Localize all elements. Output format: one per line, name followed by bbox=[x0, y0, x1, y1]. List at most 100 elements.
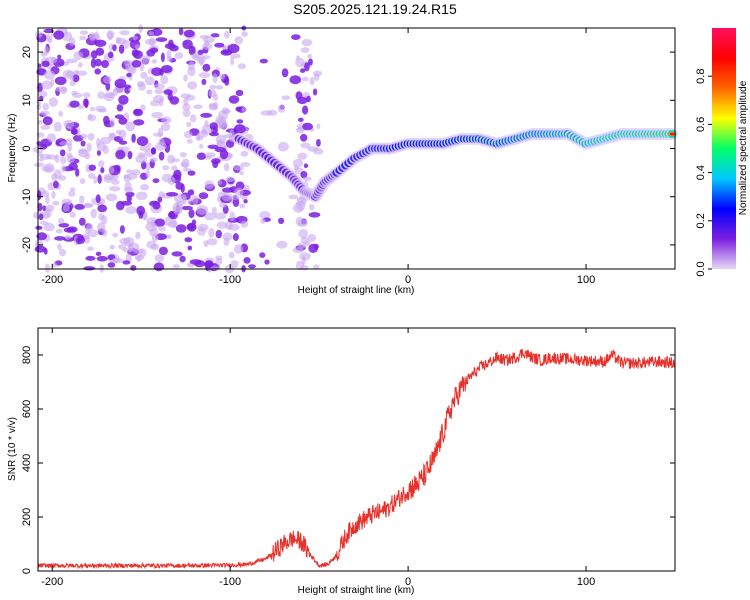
spectrogram-noise-blob bbox=[204, 261, 213, 268]
spectrogram-noise-blob bbox=[131, 49, 140, 57]
spectrogram-noise-blob bbox=[190, 114, 197, 123]
spectrogram-noise-blob bbox=[131, 60, 142, 68]
spectrogram-noise-blob bbox=[51, 173, 58, 181]
spectrogram-noise-blob bbox=[179, 255, 186, 263]
spectrogram-noise-blob bbox=[309, 204, 315, 211]
spectrogram-noise-blob bbox=[58, 248, 67, 257]
spectrogram-noise-blob bbox=[235, 106, 242, 112]
spectrogram-noise-blob bbox=[102, 75, 112, 84]
spectrogram-noise-blob bbox=[191, 195, 199, 205]
spectrogram-noise-blob bbox=[122, 247, 134, 253]
spectrogram-noise-blob bbox=[229, 129, 235, 139]
spectrogram-noise-blob bbox=[157, 196, 163, 203]
spectrogram-noise-blob bbox=[132, 35, 138, 41]
spectrogram-noise-blob bbox=[219, 149, 229, 160]
spectrogram-noise-blob bbox=[296, 201, 306, 211]
spectrogram-noise-blob bbox=[133, 119, 145, 126]
spectrogram-noise-blob bbox=[144, 76, 155, 86]
spectrogram-noise-blob bbox=[97, 174, 102, 184]
spectrogram-noise-blob bbox=[167, 176, 176, 186]
snr-y-ticks: 0 200 400 600 800 bbox=[21, 346, 675, 574]
spectrogram-noise-blob bbox=[300, 133, 308, 142]
spectrogram-noise-blob bbox=[125, 191, 135, 198]
spectrogram-noise-blob bbox=[215, 115, 227, 125]
spectrogram-ridge-core bbox=[669, 132, 675, 136]
spectrogram-noise-blob bbox=[37, 202, 43, 212]
spectrogram-noise-blob bbox=[135, 191, 148, 201]
spectrogram-noise-blob bbox=[187, 81, 198, 90]
spectrogram-noise-blob bbox=[134, 44, 141, 50]
spectrogram-noise-blob bbox=[115, 36, 122, 45]
spectrogram-noise-blob bbox=[166, 49, 172, 59]
spectrogram-noise-blob bbox=[216, 139, 224, 147]
spectrogram-noise-blob bbox=[38, 90, 48, 97]
spectrogram-noise-blob bbox=[240, 162, 251, 167]
spectrogram-noise-blob bbox=[277, 104, 286, 113]
spectrogram-noise-blob bbox=[126, 172, 138, 180]
spectrogram-noise-blob bbox=[101, 60, 109, 68]
spectrogram-noise-blob bbox=[110, 91, 115, 96]
spectrogram-noise-blob bbox=[209, 122, 218, 130]
spectrogram-noise-blob bbox=[298, 219, 308, 228]
spectrogram-noise-blob bbox=[136, 205, 146, 216]
spectrogram-noise-blob bbox=[87, 229, 99, 238]
spectrogram-y-tick-label: -20 bbox=[21, 237, 33, 253]
spectrogram-noise-blob bbox=[112, 44, 117, 52]
spectrogram-noise-blob bbox=[138, 82, 146, 91]
spectrogram-noise-blob bbox=[196, 133, 201, 142]
spectrogram-noise-blob bbox=[89, 33, 101, 40]
spectrogram-noise-blob bbox=[76, 236, 86, 244]
spectrogram-noise-blob bbox=[139, 55, 151, 65]
spectrogram-noise-blob bbox=[297, 117, 304, 123]
spectrogram-noise-blob bbox=[196, 152, 207, 160]
spectrogram-noise-blob bbox=[70, 127, 78, 135]
spectrogram-noise-blob bbox=[179, 152, 187, 158]
spectrogram-noise-blob bbox=[316, 139, 321, 147]
spectrogram-noise-blob bbox=[183, 130, 193, 139]
spectrogram-noise-blob bbox=[161, 116, 172, 124]
spectrogram-noise-blob bbox=[58, 217, 65, 225]
spectrogram-noise-blob bbox=[162, 165, 170, 171]
spectrogram-noise-blob bbox=[118, 117, 128, 125]
spectrogram-noise-blob bbox=[153, 262, 165, 272]
spectrogram-noise-blob bbox=[90, 208, 97, 219]
spectrogram-noise-blob bbox=[224, 76, 230, 86]
spectrogram-noise-blob bbox=[123, 236, 135, 247]
spectrogram-noise-blob bbox=[172, 202, 183, 213]
spectrogram-noise-blob bbox=[223, 163, 230, 172]
spectrogram-x-tick-label: -200 bbox=[41, 274, 63, 286]
spectrogram-noise-blob bbox=[41, 60, 50, 67]
spectrogram-noise-blob bbox=[186, 138, 193, 144]
spectrogram-noise-blob bbox=[276, 240, 288, 249]
spectrogram-noise-blob bbox=[61, 165, 66, 173]
spectrogram-noise-blob bbox=[99, 136, 112, 145]
spectrogram-noise-blob bbox=[152, 178, 160, 184]
spectrogram-noise-blob bbox=[158, 246, 168, 256]
spectrogram-noise-blob bbox=[60, 156, 67, 165]
spectrogram-noise-blob bbox=[58, 110, 64, 117]
spectrogram-noise-blob bbox=[201, 78, 207, 85]
spectrogram-noise-blob bbox=[237, 63, 247, 70]
spectrogram-noise-blob bbox=[133, 108, 143, 117]
spectrogram-noise-blob bbox=[300, 142, 311, 149]
spectrogram-noise-blob bbox=[222, 232, 233, 241]
spectrogram-y-tick-label: -10 bbox=[21, 189, 33, 205]
spectrogram-noise-blob bbox=[96, 150, 101, 156]
spectrogram-noise-blob bbox=[188, 61, 195, 71]
spectrogram-noise-blob bbox=[297, 242, 307, 249]
spectrogram-noise-blob bbox=[260, 110, 273, 116]
spectrogram-noise-blob bbox=[53, 121, 62, 132]
spectrogram-noise-blob bbox=[94, 58, 102, 67]
spectrogram-noise-blob bbox=[61, 198, 73, 205]
spectrogram-noise-blob bbox=[224, 221, 233, 230]
colorbar-tick-label: 0.0 bbox=[695, 261, 707, 276]
spectrogram-noise-blob bbox=[190, 53, 199, 59]
spectrogram-noise-blob bbox=[234, 187, 244, 197]
spectrogram-noise-blob bbox=[111, 179, 120, 185]
spectrogram-noise-blob bbox=[85, 255, 96, 261]
spectrogram-noise-blob bbox=[309, 77, 315, 86]
spectrogram-noise-blob bbox=[95, 105, 106, 113]
spectrogram-noise-blob bbox=[64, 234, 71, 240]
spectrogram-noise-blob bbox=[173, 193, 186, 203]
